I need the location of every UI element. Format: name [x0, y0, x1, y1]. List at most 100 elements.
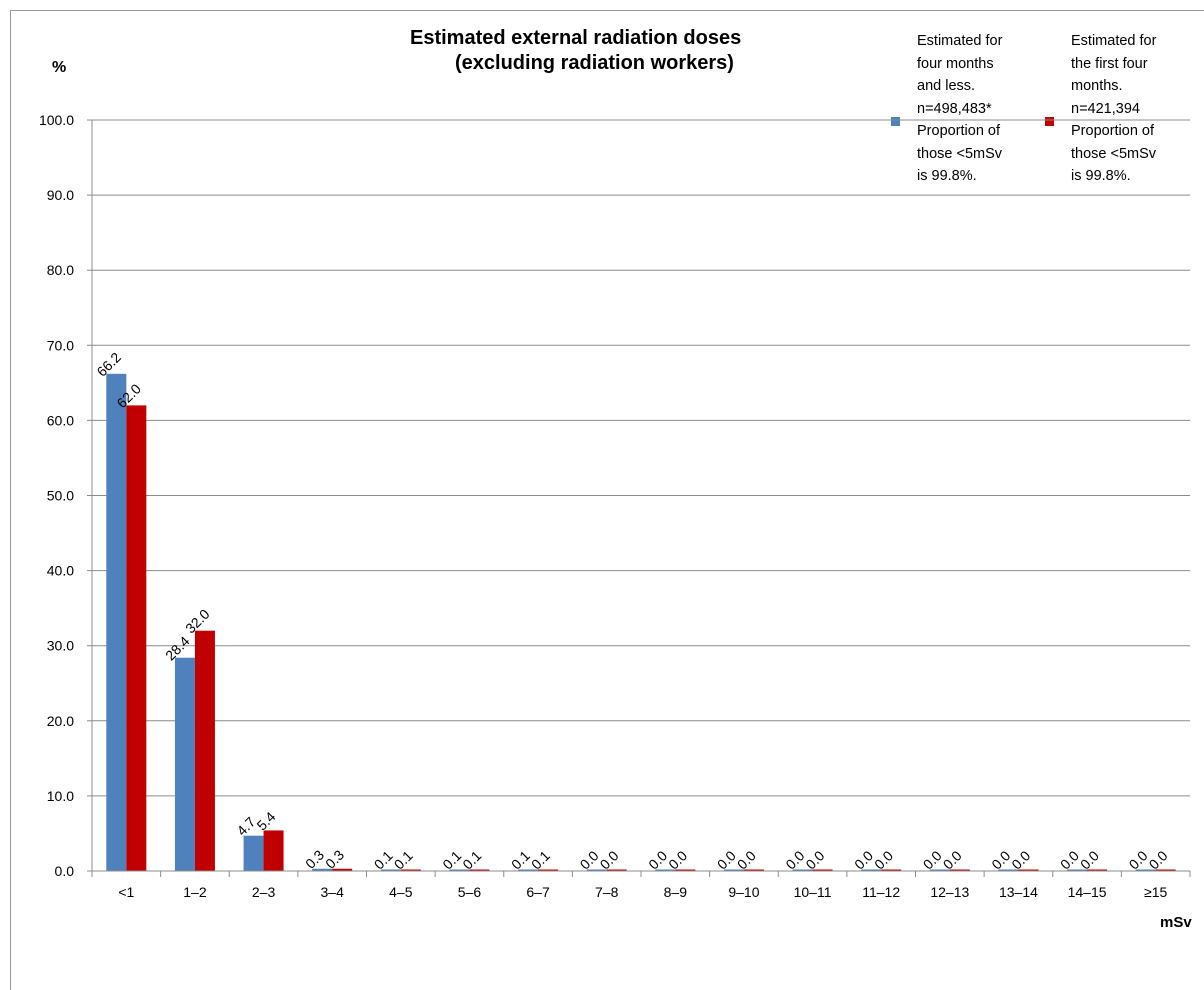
data-label: 0.0 — [665, 847, 690, 872]
x-tick-label: ≥15 — [1144, 884, 1167, 900]
bar — [243, 835, 264, 871]
legend-blue-line: n=498,483* — [917, 100, 992, 117]
chart-title-line-1: Estimated external radiation doses — [410, 27, 742, 49]
data-label: 0.0 — [734, 847, 759, 872]
legend-red-line: months. — [1071, 78, 1123, 94]
bar — [655, 869, 676, 871]
data-label: 5.4 — [253, 808, 278, 833]
legend-red-line: those <5mSv — [1071, 145, 1157, 162]
bar — [449, 869, 470, 871]
bar — [998, 869, 1019, 871]
legend-red-line: n=421,394 — [1071, 100, 1140, 117]
gridlines — [92, 119, 1190, 797]
legend-red-line: Proportion of — [1071, 123, 1155, 139]
x-tick-label: 7–8 — [595, 884, 619, 900]
legend-blue-line: and less. — [917, 78, 976, 94]
data-label: 0.1 — [459, 847, 484, 872]
y-tick-label: 20.0 — [47, 713, 74, 729]
y-tick-label: 30.0 — [47, 638, 74, 654]
bar — [194, 630, 215, 871]
bar — [518, 869, 539, 871]
bar — [469, 869, 490, 871]
data-label: 0.0 — [940, 847, 965, 872]
bar — [586, 869, 607, 871]
y-tick-label: 80.0 — [47, 262, 74, 278]
x-tick-label: 10–11 — [794, 884, 832, 900]
bar — [106, 373, 127, 871]
x-tick-label: 3–4 — [321, 884, 345, 900]
bar — [400, 869, 421, 871]
legend-entry-red: Estimated for the first four months. n=4… — [1071, 30, 1156, 188]
y-tick-label: 70.0 — [47, 337, 74, 353]
bar — [606, 869, 627, 871]
y-tick-label: 40.0 — [47, 563, 74, 579]
y-axis-unit: % — [52, 59, 67, 76]
x-axis-unit: mSv — [1160, 914, 1192, 931]
y-tick-label: 10.0 — [47, 788, 74, 804]
legend-blue-line: those <5mSv — [917, 145, 1003, 162]
y-tick-label: 90.0 — [47, 187, 74, 203]
legend-swatch-blue — [891, 117, 900, 126]
x-tick-label: 8–9 — [664, 884, 688, 900]
bar — [949, 869, 970, 871]
x-tick-label: <1 — [118, 884, 134, 900]
bar — [675, 869, 696, 871]
bar — [723, 869, 744, 871]
x-tick-label: 6–7 — [526, 884, 550, 900]
bar — [792, 869, 813, 871]
bar — [312, 868, 333, 871]
y-tick-label: 50.0 — [47, 488, 74, 504]
bar — [263, 830, 284, 871]
bar — [1087, 869, 1108, 871]
bars — [106, 373, 1176, 871]
chart-frame — [10, 10, 1204, 990]
legend-blue-line: Estimated for — [917, 33, 1003, 49]
bar — [332, 868, 353, 871]
bar — [174, 657, 195, 871]
data-labels: 66.262.028.432.04.75.40.30.3 0.10.1 0.10.1… — [93, 349, 1170, 873]
x-tick-label: 5–6 — [458, 884, 482, 900]
x-tick-label: 2–3 — [252, 884, 276, 900]
chart-title-line-2: (excluding radiation workers) — [455, 52, 734, 74]
bar — [1018, 869, 1039, 871]
bar — [812, 869, 833, 871]
x-tick-label: 4–5 — [389, 884, 413, 900]
bar — [1155, 869, 1176, 871]
data-label: 0.1 — [528, 847, 553, 872]
legend-red-line: Estimated for — [1071, 33, 1157, 49]
data-label: 0.0 — [597, 847, 622, 872]
bar — [538, 869, 559, 871]
bar — [861, 869, 882, 871]
x-tick-label: 14–15 — [1068, 884, 1107, 900]
bar — [126, 405, 147, 871]
data-label: 0.0 — [871, 847, 896, 872]
data-label: 0.0 — [1008, 847, 1033, 872]
x-tick-label: 9–10 — [728, 884, 759, 900]
legend-blue-line: four months — [917, 55, 994, 72]
legend-swatch-red — [1045, 117, 1054, 126]
bar — [1067, 869, 1088, 871]
y-tick-label: 60.0 — [47, 412, 74, 428]
legend-blue-line: is 99.8%. — [917, 168, 977, 184]
legend-entry-blue: Estimated for four months and less. n=49… — [917, 30, 1002, 188]
data-label: 0.1 — [391, 847, 416, 872]
y-tick-label: 100.0 — [39, 112, 74, 128]
y-tick-label: 0.0 — [55, 863, 75, 879]
axes: 0.0 10.0 20.0 30.0 40.0 50.0 60.0 70.0 80.0 90.0 1… — [39, 112, 1191, 900]
x-tick-label: 1–2 — [183, 884, 207, 900]
bar — [929, 869, 950, 871]
data-label: 4.7 — [233, 813, 258, 838]
x-tick-label: 12–13 — [930, 884, 969, 900]
bar — [1135, 869, 1156, 871]
legend-red-line: the first four — [1071, 55, 1148, 72]
x-tick-label: 13–14 — [999, 884, 1038, 900]
bar — [881, 869, 902, 871]
x-tick-label: 11–12 — [862, 884, 900, 900]
data-label: 0.0 — [1146, 847, 1171, 872]
legend-blue-line: Proportion of — [917, 123, 1001, 139]
bar — [380, 869, 401, 871]
data-label: 0.0 — [1077, 847, 1102, 872]
data-label: 0.3 — [322, 847, 347, 872]
bar — [743, 869, 764, 871]
